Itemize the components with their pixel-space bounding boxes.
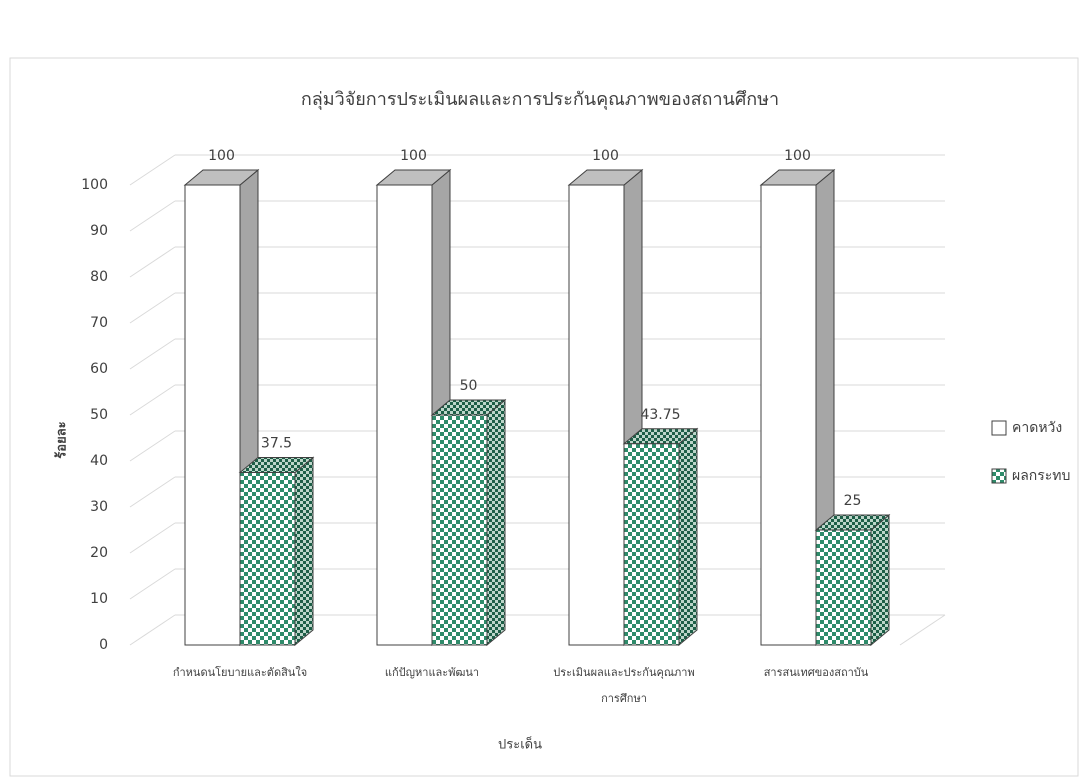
- y-tick-label: 70: [90, 315, 108, 331]
- value-label: 100: [208, 148, 235, 164]
- x-axis-label: ประเด็น: [498, 735, 542, 753]
- bar: [376, 184, 433, 646]
- grid-line: [129, 522, 176, 554]
- legend-swatch: [991, 468, 1007, 484]
- bar: [568, 184, 625, 646]
- value-label: 37.5: [261, 436, 292, 452]
- grid-line: [129, 338, 176, 370]
- legend-label: ผลกระทบ: [1012, 468, 1070, 484]
- y-tick-label: 0: [99, 637, 108, 653]
- legend-label: คาดหวัง: [1012, 420, 1062, 436]
- y-tick-label: 90: [90, 223, 108, 239]
- grid-line: [129, 430, 176, 462]
- x-tick-label: สารสนเทศของสถาบัน: [763, 666, 869, 679]
- x-tick-label: กำหนดนโยบายและตัดสินใจ: [172, 666, 308, 679]
- floor-edge: [899, 614, 946, 646]
- value-label: 100: [592, 148, 619, 164]
- y-tick-label: 50: [90, 407, 108, 423]
- grid-line: [129, 246, 176, 278]
- y-tick-label: 30: [90, 499, 108, 515]
- bar: [623, 443, 680, 646]
- x-tick-label: ประเมินผลและประกันคุณภาพการศึกษา: [553, 666, 695, 705]
- value-label: 25: [844, 493, 862, 509]
- y-tick-label: 100: [81, 177, 108, 193]
- grid-line: [129, 292, 176, 324]
- y-tick-label: 80: [90, 269, 108, 285]
- bar: [815, 529, 872, 646]
- grid-line: [129, 384, 176, 416]
- chart-title: กลุ่มวิจัยการประเมินผลและการประกันคุณภาพ…: [301, 89, 779, 110]
- bar-side: [678, 427, 698, 647]
- grid-line: [129, 476, 176, 508]
- bar: [431, 414, 488, 646]
- y-tick-label: 40: [90, 453, 108, 469]
- bar-side: [870, 513, 890, 647]
- bar-side: [486, 398, 506, 647]
- x-tick-label: แก้ปัญหาและพัฒนา: [384, 666, 480, 679]
- y-axis-label: ร้อยละ: [54, 421, 70, 458]
- y-tick-label: 10: [90, 591, 108, 607]
- chart-border: [9, 57, 1079, 777]
- legend-swatch: [991, 420, 1007, 436]
- bar: [184, 184, 241, 646]
- y-tick-label: 20: [90, 545, 108, 561]
- value-label: 50: [460, 378, 478, 394]
- grid-line: [129, 614, 176, 646]
- value-label: 43.75: [640, 407, 680, 423]
- grid-line: [129, 200, 176, 232]
- y-tick-label: 60: [90, 361, 108, 377]
- value-label: 100: [400, 148, 427, 164]
- value-label: 100: [784, 148, 811, 164]
- grid-line: [129, 154, 176, 186]
- grid-line: [129, 568, 176, 600]
- bar-side: [294, 456, 314, 647]
- bar: [760, 184, 817, 646]
- bar: [239, 472, 296, 646]
